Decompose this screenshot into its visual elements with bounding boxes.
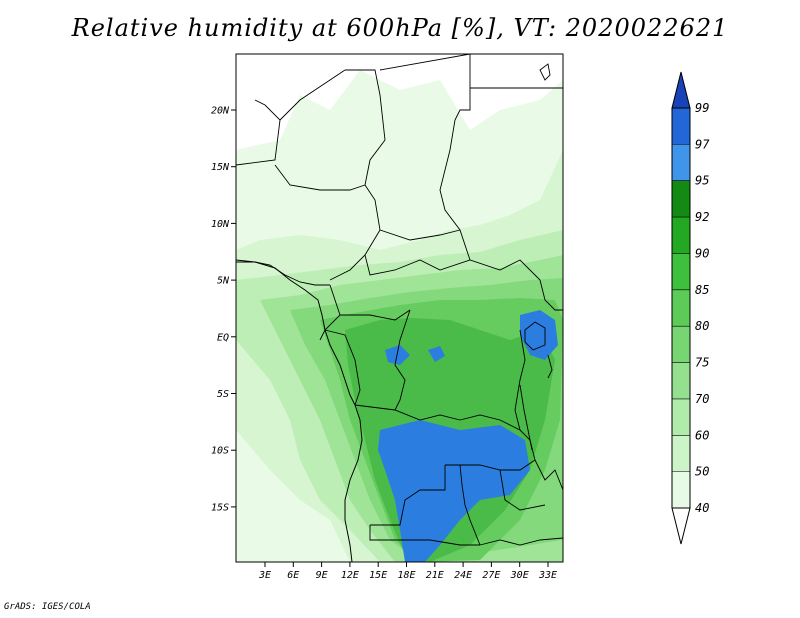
colorbar-band [672,144,690,181]
credit-text: GrADS: IGES/COLA [4,602,91,612]
lon-tick-label: 30E [510,570,529,581]
lat-tick-label: 15S [211,502,229,513]
lon-tick-label: 21E [426,570,444,581]
coastline [236,261,363,562]
colorbar-band [672,398,690,436]
lon-tick-label: 27E [482,570,500,581]
colorbar-label: 90 [695,246,709,260]
lat-tick-label: 15N [211,162,230,173]
colorbar-top-arrow [671,71,691,109]
colorbar-band [672,253,690,290]
rh-95-core-center [385,345,410,365]
lon-tick-label: 6E [287,570,299,581]
lat-tick-label: 10S [211,446,229,457]
lat-tick-label: 10N [211,219,230,230]
colorbar-band [672,326,690,363]
colorbar-label: 40 [695,501,709,515]
lon-tick-label: 3E [258,570,271,581]
lon-tick-label: 18E [397,570,415,581]
colorbar-band [672,108,690,145]
latitude-axis: 20N 15N 10N 5N EQ 5S 10S 15S [211,106,236,513]
lat-tick-label: EQ [217,332,229,343]
rh-95-core-center-2 [428,346,445,362]
lon-tick-label: 24E [454,570,472,581]
lat-tick-label: 5S [217,389,229,400]
colorbar-label: 92 [695,210,709,224]
colorbar-label: 85 [695,283,709,297]
lat-tick-label: 5N [217,276,230,287]
colorbar-label: 97 [695,137,710,151]
colorbar-band [672,471,690,508]
colorbar-label: 70 [695,392,709,406]
rh-95-core-south [378,420,530,562]
lon-tick-label: 33E [538,570,557,581]
lon-tick-label: 12E [341,570,359,581]
colorbar-band [672,217,690,254]
colorbar-label: 75 [695,356,709,370]
colorbar-band [672,435,690,472]
country-borders [236,54,563,546]
colorbar-label: 99 [695,101,709,115]
colorbar-label: 50 [695,465,709,479]
colorbar-label: 80 [695,319,709,333]
humidity-field [236,54,563,562]
lakes [519,63,553,451]
colorbar-label: 60 [695,428,709,442]
colorbar-band [672,289,690,327]
colorbar-label: 95 [695,174,709,188]
lon-tick-label: 15E [369,570,387,581]
lat-tick-label: 20N [211,106,230,117]
longitude-axis: 3E 6E 9E 12E 15E 18E 21E 24E 27E 30E 33E [258,562,557,581]
colorbar: 40 50 60 70 75 80 85 90 92 95 97 99 [671,71,710,545]
rh-95-core-east [520,310,558,360]
lon-tick-label: 9E [316,570,328,581]
plot-frame [235,53,564,563]
colorbar-bottom-arrow [671,507,691,545]
colorbar-band [672,180,690,218]
map-title: Relative humidity at 600hPa [%], VT: 202… [71,14,729,42]
colorbar-band [672,362,690,399]
